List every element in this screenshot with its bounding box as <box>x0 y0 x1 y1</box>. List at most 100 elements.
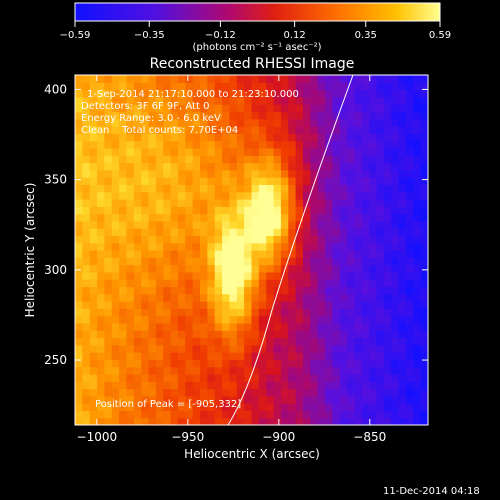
heatmap-cell <box>75 373 83 382</box>
heatmap-cell <box>347 147 356 156</box>
heatmap-cell <box>339 89 348 98</box>
heatmap-cell <box>354 344 363 353</box>
heatmap-cell <box>391 264 400 273</box>
heatmap-cell <box>133 104 142 113</box>
heatmap-cell <box>376 177 385 185</box>
heatmap-cell <box>317 155 326 164</box>
heatmap-cell <box>273 235 282 244</box>
heatmap-cell <box>236 147 245 156</box>
heatmap-cell <box>369 337 378 346</box>
heatmap-cell <box>361 388 370 397</box>
heatmap-cell <box>273 155 282 164</box>
heatmap-cell <box>75 388 83 397</box>
heatmap-cell <box>339 177 348 185</box>
x-tick-label: −900 <box>262 430 295 444</box>
heatmap-cell <box>280 228 289 237</box>
heatmap-cell <box>413 126 422 134</box>
heatmap-cell <box>354 322 363 331</box>
heatmap-cell <box>155 322 164 331</box>
heatmap-cell <box>207 191 216 200</box>
heatmap-cell <box>317 315 326 324</box>
heatmap-cell <box>192 118 201 127</box>
heatmap-cell <box>119 315 128 324</box>
heatmap-cell <box>310 82 319 91</box>
heatmap-cell <box>280 315 289 324</box>
heatmap-cell <box>420 322 428 331</box>
heatmap-cell <box>141 257 150 266</box>
heatmap-cell <box>339 206 348 215</box>
heatmap-cell <box>288 403 297 412</box>
heatmap-cell <box>317 162 326 171</box>
heatmap-cell <box>192 235 201 244</box>
heatmap-cell <box>236 198 245 207</box>
heatmap-cell <box>325 344 333 353</box>
heatmap-cell <box>104 111 113 120</box>
heatmap-cell <box>383 147 392 156</box>
heatmap-cell <box>280 337 289 346</box>
colorbar-tick-label: −0.59 <box>60 30 91 41</box>
heatmap-cell <box>302 118 311 127</box>
heatmap-cell <box>295 191 304 200</box>
heatmap-cell <box>251 198 260 207</box>
heatmap-cell <box>310 403 319 412</box>
heatmap-cell <box>354 352 363 360</box>
heatmap-cell <box>126 206 135 215</box>
heatmap-cell <box>273 191 282 200</box>
heatmap-cell <box>280 111 289 120</box>
heatmap-cell <box>126 191 135 200</box>
heatmap-cell <box>383 410 392 419</box>
heatmap-cell <box>405 315 414 324</box>
heatmap-cell <box>104 89 113 98</box>
heatmap-cell <box>420 417 428 425</box>
heatmap-cell <box>280 104 289 113</box>
heatmap-cell <box>236 242 245 251</box>
heatmap-cell <box>258 147 267 156</box>
heatmap-cell <box>310 286 319 295</box>
heatmap-cell <box>310 308 319 317</box>
heatmap-cell <box>244 330 253 339</box>
heatmap-cell <box>420 177 428 185</box>
heatmap-cell <box>89 169 98 178</box>
heatmap-cell <box>207 257 216 266</box>
heatmap-cell <box>222 184 231 193</box>
heatmap-cell <box>413 133 422 142</box>
heatmap-cell <box>251 96 260 105</box>
heatmap-cell <box>185 410 194 419</box>
heatmap-cell <box>82 366 91 375</box>
heatmap-cell <box>354 89 363 98</box>
heatmap-cell <box>302 235 311 244</box>
heatmap-cell <box>413 82 422 91</box>
colorbar-label: (photons cm⁻² s⁻¹ asec⁻²) <box>192 42 321 53</box>
heatmap-cell <box>119 293 128 302</box>
heatmap-cell <box>177 118 186 127</box>
heatmap-cell <box>258 403 267 412</box>
heatmap-cell <box>295 235 304 244</box>
heatmap-cell <box>75 301 83 309</box>
heatmap-cell <box>236 155 245 164</box>
heatmap-cell <box>141 330 150 339</box>
heatmap-cell <box>148 388 157 397</box>
heatmap-cell <box>251 220 260 229</box>
heatmap-cell <box>398 293 407 302</box>
heatmap-cell <box>97 286 106 295</box>
heatmap-cell <box>369 206 378 215</box>
heatmap-cell <box>398 301 407 309</box>
heatmap-cell <box>119 330 128 339</box>
heatmap-cell <box>119 198 128 207</box>
heatmap-cell <box>295 366 304 375</box>
heatmap-cell <box>192 228 201 237</box>
heatmap-cell <box>302 96 311 105</box>
heatmap-cell <box>126 322 135 331</box>
heatmap-cell <box>325 206 333 215</box>
heatmap-cell <box>207 220 216 229</box>
heatmap-cell <box>141 322 150 331</box>
heatmap-cell <box>398 330 407 339</box>
heatmap-cell <box>163 155 172 164</box>
heatmap-cell <box>170 293 179 302</box>
heatmap-cell <box>111 330 120 339</box>
heatmap-cell <box>155 140 164 149</box>
heatmap-cell <box>141 293 150 302</box>
heatmap-cell <box>177 271 186 280</box>
heatmap-cell <box>192 315 201 324</box>
heatmap-cell <box>104 228 113 237</box>
